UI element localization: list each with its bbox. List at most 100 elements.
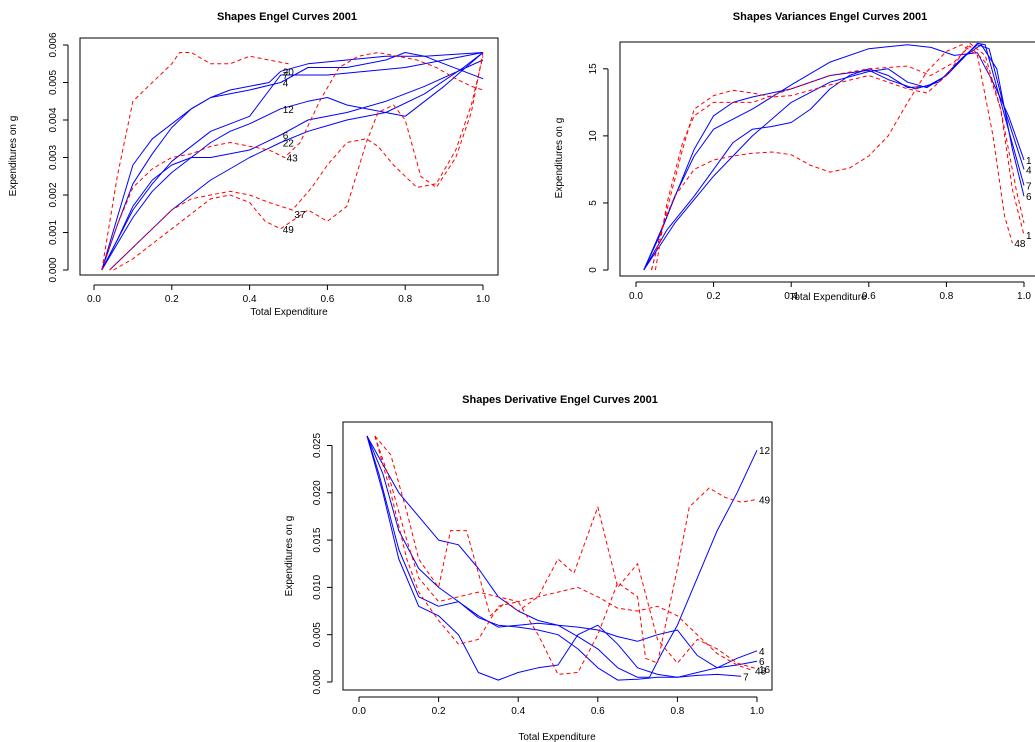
- curve-label: 4: [759, 647, 765, 658]
- dashed-series-line: [654, 45, 1025, 271]
- y-tick-label: 0.020: [312, 480, 323, 505]
- curve-label: 4: [283, 79, 289, 90]
- curve-label: 37: [294, 210, 306, 221]
- panel-3-ylabel: Expenditures on g: [284, 516, 295, 597]
- y-tick-label: 0.010: [312, 574, 323, 599]
- panel-2-title: Shapes Variances Engel Curves 2001: [733, 11, 927, 23]
- dashed-series-line: [374, 435, 758, 670]
- panel-3-title: Shapes Derivative Engel Curves 2001: [462, 394, 658, 406]
- y-tick-label: 15: [588, 63, 599, 75]
- dashed-series-line: [101, 52, 484, 271]
- curve-label: 6: [1026, 192, 1032, 203]
- curve-label: 7: [283, 71, 289, 82]
- x-tick-label: 0.0: [87, 294, 101, 305]
- dashed-series-line: [109, 56, 484, 271]
- solid-series-line: [643, 44, 1025, 271]
- x-tick-label: 0.2: [165, 294, 179, 305]
- panel-3-series: [366, 435, 758, 681]
- solid-series-line: [643, 42, 1025, 271]
- curve-label: 6: [283, 131, 289, 142]
- x-tick-label: 0.2: [432, 706, 446, 717]
- x-tick-label: 0.0: [629, 291, 643, 302]
- solid-series-line: [366, 435, 758, 678]
- curve-label: 4: [1026, 165, 1032, 176]
- curve-label: 48: [755, 667, 767, 678]
- x-tick-label: 1.0: [1017, 291, 1031, 302]
- solid-series-line: [101, 52, 484, 271]
- x-tick-label: 0.6: [320, 294, 334, 305]
- x-tick-label: 0.8: [398, 294, 412, 305]
- panel-2-series: [643, 42, 1025, 271]
- curve-label: 49: [759, 495, 771, 506]
- curve-label: 1: [1026, 231, 1032, 242]
- curve-label: 1: [1026, 156, 1032, 167]
- x-tick-label: 0.8: [939, 291, 953, 302]
- panel-variances-engel-curves: Shapes Variances Engel Curves 2001 0.0 0.…: [554, 11, 1035, 303]
- y-tick-label: 0.006: [48, 32, 59, 57]
- panel-derivative-engel-curves: Shapes Derivative Engel Curves 2001 0.0 0…: [284, 394, 773, 742]
- x-tick-label: 0.4: [784, 291, 798, 302]
- curve-label: 6: [759, 657, 765, 668]
- curve-label: 7: [743, 672, 749, 683]
- panel-2-frame: [619, 41, 1035, 277]
- curve-label: 20: [283, 67, 295, 78]
- panel-2-xlabel: Total Expenditure: [789, 292, 867, 303]
- y-tick-label: 0.015: [312, 527, 323, 552]
- curve-label: 7: [1026, 182, 1032, 193]
- solid-series-line: [101, 52, 484, 271]
- y-tick-label: 0.001: [48, 220, 59, 245]
- y-tick-label: 10: [588, 130, 599, 142]
- curve-label: 49: [283, 225, 295, 236]
- x-tick-label: 0.4: [243, 294, 257, 305]
- y-tick-label: 5: [588, 200, 599, 206]
- panel-1-ylabel: Expenditures on g: [8, 116, 19, 197]
- solid-series-line: [366, 435, 758, 669]
- solid-series-line: [101, 52, 484, 271]
- x-tick-label: 0.6: [862, 291, 876, 302]
- solid-series-line: [643, 44, 1025, 271]
- dashed-series-line: [651, 42, 1025, 271]
- panel-2-axes: 0.0 0.2 0.4 0.6 0.8 1.0 0 5 10 15: [588, 63, 1031, 302]
- curve-label: 12: [759, 446, 771, 457]
- x-tick-label: 1.0: [750, 706, 764, 717]
- panel-1-xlabel: Total Expenditure: [250, 307, 328, 318]
- solid-series-line: [101, 52, 484, 271]
- solid-series-line: [366, 435, 758, 681]
- x-tick-label: 1.0: [476, 294, 490, 305]
- solid-series-line: [643, 44, 1025, 271]
- y-tick-label: 0.000: [48, 257, 59, 282]
- panel-1-frame: [79, 37, 499, 276]
- y-tick-label: 0.003: [48, 145, 59, 170]
- solid-series-line: [101, 59, 484, 271]
- y-tick-label: 0.004: [48, 107, 59, 132]
- panel-3-axes: 0.0 0.2 0.4 0.6 0.8 1.0 0.000 0.005 0.010 0.015 0.…: [312, 433, 764, 717]
- solid-series-line: [366, 435, 742, 681]
- x-tick-label: 0.2: [707, 291, 721, 302]
- y-tick-label: 0.000: [312, 669, 323, 694]
- dashed-series-line: [113, 52, 484, 271]
- curve-label: 43: [287, 154, 299, 165]
- x-tick-label: 0.0: [352, 706, 366, 717]
- curve-label: 16: [759, 665, 771, 676]
- panel-2-ylabel: Expenditures on g: [554, 118, 565, 199]
- panel-3-frame: [342, 421, 773, 691]
- panel-3-xlabel: Total Expenditure: [518, 732, 596, 742]
- dashed-series-line: [101, 52, 289, 271]
- y-tick-label: 0.025: [312, 433, 323, 458]
- y-tick-label: 0: [588, 267, 599, 273]
- panel-1-series: [101, 52, 484, 271]
- curve-label: 22: [283, 139, 295, 150]
- x-tick-label: 0.4: [511, 706, 525, 717]
- dashed-series-line: [651, 44, 1013, 271]
- x-tick-label: 0.8: [670, 706, 684, 717]
- panel-engel-curves: Shapes Engel Curves 2001 0.0 0.2 0.4 0.6 0.8…: [8, 11, 499, 318]
- y-tick-label: 0.005: [312, 622, 323, 647]
- curve-label: 48: [1014, 239, 1026, 250]
- panel-1-axes: 0.0 0.2 0.4 0.6 0.8 1.0 0.000 0.001 0.002 0.003 0.…: [48, 32, 490, 305]
- dashed-series-line: [374, 435, 754, 672]
- panel-1-title: Shapes Engel Curves 2001: [217, 11, 357, 23]
